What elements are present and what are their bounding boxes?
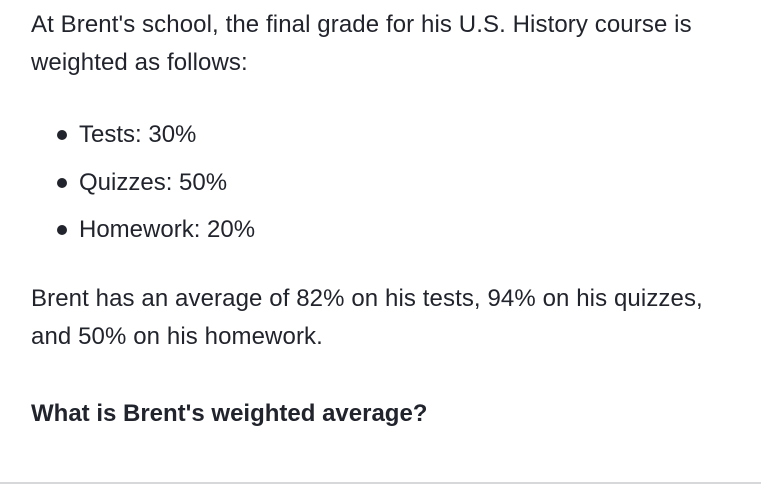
bullet-icon: [57, 130, 67, 140]
weights-list: Tests: 30% Quizzes: 50% Homework: 20%: [31, 116, 255, 259]
averages-paragraph: Brent has an average of 82% on his tests…: [31, 280, 731, 356]
averages-line-1: Brent has an average of 82% on his tests…: [31, 285, 703, 312]
bullet-icon: [57, 225, 67, 235]
question-text: What is Brent's weighted average?: [31, 400, 428, 427]
list-item: Tests: 30%: [31, 116, 255, 164]
intro-line-1: At Brent's school, the final grade for h…: [31, 11, 692, 38]
list-item: Homework: 20%: [31, 211, 255, 259]
intro-line-2: weighted as follows:: [31, 49, 248, 76]
weight-homework: Homework: 20%: [79, 216, 256, 243]
weight-tests: Tests: 30%: [79, 121, 197, 148]
list-item: Quizzes: 50%: [31, 164, 255, 212]
bottom-divider: [0, 482, 761, 484]
intro-paragraph: At Brent's school, the final grade for h…: [31, 6, 731, 82]
averages-line-2: and 50% on his homework.: [31, 323, 323, 350]
weight-quizzes: Quizzes: 50%: [79, 168, 228, 196]
bullet-icon: [57, 177, 67, 188]
